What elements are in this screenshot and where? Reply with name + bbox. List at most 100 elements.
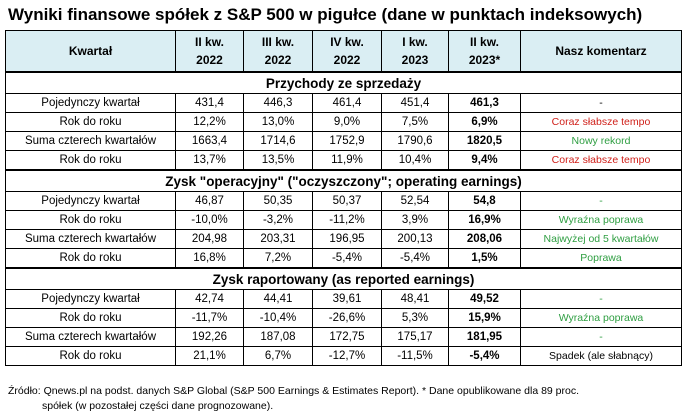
earnings-table: Kwartał II kw. 2022 III kw. 2022 IV kw. 202… [5, 30, 682, 366]
comment-cell: - [520, 289, 682, 309]
value-cell: 12,2% [175, 112, 244, 132]
comment-cell: Wyraźna poprawa [520, 308, 682, 328]
row-label: Pojedynczy kwartał [5, 93, 176, 113]
table-row: Suma czterech kwartałów 192,26 187,08 172,7… [5, 327, 682, 347]
value-cell: 9,0% [312, 112, 382, 132]
value-cell: 6,9% [448, 112, 521, 132]
value-cell: 13,0% [243, 112, 313, 132]
value-cell: 13,5% [243, 150, 313, 171]
value-cell: 187,08 [243, 327, 313, 347]
value-cell: 54,8 [448, 191, 521, 211]
row-label: Suma czterech kwartałów [5, 229, 176, 249]
comment-cell: - [520, 93, 682, 113]
value-cell: 39,61 [312, 289, 382, 309]
section-title: Przychody ze sprzedaży [5, 71, 682, 94]
section-header: Zysk raportowany (as reported earnings) [5, 267, 682, 290]
value-cell: 50,37 [312, 191, 382, 211]
value-cell: 46,87 [175, 191, 244, 211]
table-row: Rok do roku 16,8% 7,2% -5,4% -5,4% 1,5% Popraw… [5, 248, 682, 269]
value-cell: -11,2% [312, 210, 382, 230]
value-cell: -5,4% [381, 248, 449, 269]
value-cell: -5,4% [312, 248, 382, 269]
value-cell: -11,5% [381, 346, 449, 366]
header-col-1: II kw. 2022 [175, 30, 244, 73]
value-cell: 1820,5 [448, 131, 521, 151]
comment-cell: Coraz słabsze tempo [520, 150, 682, 171]
value-cell: 461,4 [312, 93, 382, 113]
value-cell: 181,95 [448, 327, 521, 347]
comment-cell: Najwyżej od 5 kwartałów [520, 229, 682, 249]
section-title: Zysk raportowany (as reported earnings) [5, 267, 682, 290]
row-label: Rok do roku [5, 112, 176, 132]
row-label: Suma czterech kwartałów [5, 131, 176, 151]
section-header: Zysk "operacyjny" ("oczyszczony"; operat… [5, 169, 682, 192]
value-cell: -10,0% [175, 210, 244, 230]
value-cell: 446,3 [243, 93, 313, 113]
header-row: Kwartał II kw. 2022 III kw. 2022 IV kw. 202… [5, 30, 682, 73]
value-cell: 10,4% [381, 150, 449, 171]
value-cell: 204,98 [175, 229, 244, 249]
comment-cell: Poprawa [520, 248, 682, 269]
table-row: Pojedynczy kwartał 42,74 44,41 39,61 48,41 49… [5, 289, 682, 309]
value-cell: 13,7% [175, 150, 244, 171]
row-label: Rok do roku [5, 210, 176, 230]
footnote-line-2: spółek (w pozostałej części dane prognoz… [42, 400, 274, 412]
table-row: Rok do roku 21,1% 6,7% -12,7% -11,5% -5,4% Spa… [5, 346, 682, 366]
header-col-2: III kw. 2022 [243, 30, 313, 73]
value-cell: 172,75 [312, 327, 382, 347]
value-cell: 49,52 [448, 289, 521, 309]
table-row: Rok do roku 12,2% 13,0% 9,0% 7,5% 6,9% Coraz s… [5, 112, 682, 132]
value-cell: 1790,6 [381, 131, 449, 151]
row-label: Suma czterech kwartałów [5, 327, 176, 347]
value-cell: -12,7% [312, 346, 382, 366]
value-cell: 451,4 [381, 93, 449, 113]
value-cell: 1,5% [448, 248, 521, 269]
value-cell: 175,17 [381, 327, 449, 347]
value-cell: 7,2% [243, 248, 313, 269]
value-cell: 48,41 [381, 289, 449, 309]
row-label: Rok do roku [5, 248, 176, 269]
value-cell: 16,9% [448, 210, 521, 230]
value-cell: 3,9% [381, 210, 449, 230]
value-cell: 7,5% [381, 112, 449, 132]
table-title: Wyniki finansowe spółek z S&P 500 w pigu… [8, 5, 643, 24]
value-cell: 6,7% [243, 346, 313, 366]
value-cell: 1663,4 [175, 131, 244, 151]
footnote-line-1: Źródło: Qnews.pl na podst. danych S&P Gl… [8, 385, 580, 397]
value-cell: 431,4 [175, 93, 244, 113]
value-cell: 42,74 [175, 289, 244, 309]
comment-cell: Wyraźna poprawa [520, 210, 682, 230]
value-cell: 1752,9 [312, 131, 382, 151]
header-comment: Nasz komentarz [520, 30, 682, 73]
value-cell: -5,4% [448, 346, 521, 366]
value-cell: 1714,6 [243, 131, 313, 151]
header-col-3: IV kw. 2022 [312, 30, 382, 73]
value-cell: 192,26 [175, 327, 244, 347]
comment-cell: - [520, 191, 682, 211]
section-title: Zysk "operacyjny" ("oczyszczony"; operat… [5, 169, 682, 192]
value-cell: 461,3 [448, 93, 521, 113]
value-cell: -26,6% [312, 308, 382, 328]
row-label: Pojedynczy kwartał [5, 191, 176, 211]
row-label: Rok do roku [5, 346, 176, 366]
section-header: Przychody ze sprzedaży [5, 71, 682, 94]
value-cell: 203,31 [243, 229, 313, 249]
table-row: Pojedynczy kwartał 46,87 50,35 50,37 52,54 54… [5, 191, 682, 211]
comment-cell: Coraz słabsze tempo [520, 112, 682, 132]
comment-cell: - [520, 327, 682, 347]
value-cell: 9,4% [448, 150, 521, 171]
value-cell: 15,9% [448, 308, 521, 328]
header-col-4: I kw. 2023 [381, 30, 449, 73]
value-cell: -3,2% [243, 210, 313, 230]
value-cell: 21,1% [175, 346, 244, 366]
value-cell: 50,35 [243, 191, 313, 211]
value-cell: 200,13 [381, 229, 449, 249]
value-cell: 16,8% [175, 248, 244, 269]
comment-cell: Spadek (ale słabnący) [520, 346, 682, 366]
table-row: Suma czterech kwartałów 204,98 203,31 196,9… [5, 229, 682, 249]
table-row: Pojedynczy kwartał 431,4 446,3 461,4 451,4 46… [5, 93, 682, 113]
row-label: Rok do roku [5, 150, 176, 171]
value-cell: 11,9% [312, 150, 382, 171]
header-col-5: II kw. 2023* [448, 30, 521, 73]
table-row: Suma czterech kwartałów 1663,4 1714,6 1752,… [5, 131, 682, 151]
